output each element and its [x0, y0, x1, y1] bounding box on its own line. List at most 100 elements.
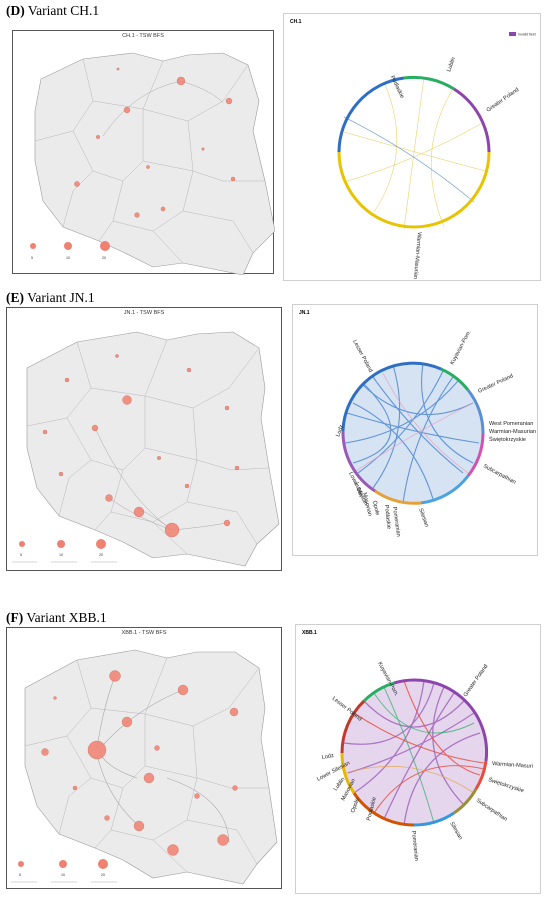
chord-label: West Pomeranian — [489, 421, 533, 427]
bubble — [229, 707, 239, 717]
chord-label: Lesser Poland — [351, 339, 373, 373]
bubble — [230, 176, 236, 182]
map-panel-jn1: JN.1 - TSW BFS — [6, 307, 282, 571]
size-legend: 5 10 20 — [11, 859, 117, 883]
bubble — [223, 519, 231, 527]
legend-value-2: 10 — [66, 256, 70, 260]
bubble — [105, 494, 113, 502]
chord-label: Subcarpathian — [482, 463, 517, 485]
legend-value-2: 10 — [61, 873, 65, 877]
bubble — [177, 684, 189, 696]
legend-value-1: 5 — [20, 553, 22, 557]
bubble — [96, 135, 100, 139]
chord-label: Masovian — [361, 492, 373, 517]
chord-label: Warmian-Masuri — [492, 761, 533, 770]
chord-label: Silesian — [448, 821, 463, 841]
chord-diagram-xbb1: Greater Poland Warmian-Masuri Świętokrzy… — [316, 661, 533, 862]
legend-value-1: 5 — [19, 873, 21, 877]
chord-title-xbb1: XBB.1 — [302, 630, 317, 636]
chord-label: Greater Poland — [486, 87, 521, 114]
section-f-letter: (F) — [6, 610, 24, 625]
map-title-xbb1: XBB.1 - TSW BFS — [121, 630, 167, 636]
bubble — [64, 377, 70, 383]
legend-value-1: 5 — [31, 256, 33, 260]
bubble — [225, 97, 233, 105]
chord-label: Opole — [371, 500, 380, 516]
chord-label: Subcarpathian — [475, 798, 508, 823]
bubble — [115, 354, 119, 358]
size-legend: 5 10 20 — [30, 241, 110, 260]
bubble — [116, 67, 120, 71]
legend-swatch — [509, 32, 516, 36]
bubble — [91, 424, 99, 432]
bubble — [134, 212, 140, 218]
chord-diagram-ch1: Invalid field Podlaskie Lublin Greater P… — [337, 32, 536, 279]
chord-label: Opole — [350, 798, 361, 814]
bubble — [176, 76, 186, 86]
bubble — [184, 483, 190, 489]
chord-label: Warmian-Masurian — [412, 232, 422, 279]
map-panel-ch1: CH.1 - TSW BFS — [12, 30, 275, 275]
chord-label: Lodz — [321, 753, 334, 761]
bubble — [72, 785, 78, 791]
bubble — [194, 793, 200, 799]
poland-map-xbb1: 5 10 20 — [11, 649, 278, 885]
legend-value-2: 10 — [59, 553, 63, 557]
chord-label: Greater Poland — [463, 664, 490, 699]
chord-label: Świętokrzyskie — [487, 775, 525, 794]
bubble — [157, 456, 161, 460]
bubble — [143, 772, 155, 784]
map-title-ch1: CH.1 - TSW BFS — [122, 33, 164, 39]
section-f-label: (F) Variant XBB.1 — [6, 610, 107, 626]
section-d-title: Variant CH.1 — [27, 3, 100, 18]
bubble — [146, 165, 150, 169]
chord-legend-label: Invalid field — [518, 33, 536, 37]
legend-value-3: 20 — [101, 873, 105, 877]
legend-value-3: 20 — [99, 553, 103, 557]
bubble — [133, 820, 145, 832]
chord-label: Greater Poland — [477, 373, 514, 394]
poland-outline — [34, 52, 275, 275]
bubble — [58, 471, 64, 477]
bubble — [201, 147, 205, 151]
section-e-title: Variant JN.1 — [27, 290, 95, 305]
bubble — [186, 367, 192, 373]
map-title-jn1: JN.1 - TSW BFS — [123, 310, 165, 316]
chord-label: Lodz — [335, 424, 345, 438]
chord-panel-xbb1: XBB.1 — [295, 624, 541, 894]
chord-label: Podlaskie — [383, 505, 392, 530]
bubble — [224, 405, 230, 411]
bubble — [123, 106, 131, 114]
section-e-label: (E) Variant JN.1 — [6, 290, 95, 306]
poland-map-ch1: 5 10 20 — [30, 52, 275, 275]
chord-label: Lublin — [353, 482, 363, 498]
bubble — [121, 716, 133, 728]
bubble — [109, 670, 121, 682]
chord-label: Pomeranian — [410, 831, 419, 862]
bubble — [74, 181, 80, 187]
bubble — [234, 465, 240, 471]
poland-outline — [26, 331, 280, 567]
chord-label: Warmian-Masurian — [489, 429, 536, 435]
bubble — [42, 429, 48, 435]
bubble — [87, 740, 107, 760]
bubble — [53, 696, 57, 700]
legend-value-3: 20 — [102, 256, 106, 260]
size-legend: 5 10 20 — [12, 539, 117, 563]
bubble — [122, 395, 132, 405]
chord-label: Świętokrzyskie — [489, 435, 526, 443]
chord-title-jn1: JN.1 — [299, 310, 310, 316]
bubble — [167, 844, 179, 856]
bubble — [217, 834, 229, 846]
poland-map-jn1: 5 10 20 — [12, 331, 280, 567]
chord-label: Podlaskie — [366, 796, 378, 821]
chord-panel-ch1: CH.1 Invalid field Podlaskie Lublin Grea… — [283, 13, 541, 281]
bubble — [104, 815, 110, 821]
bubble — [160, 206, 166, 212]
chord-label: Kuyavian-Pom. — [449, 329, 472, 366]
chord-panel-jn1: JN.1 — [292, 304, 538, 556]
bubble — [154, 745, 160, 751]
chord-label: Pomeranian — [391, 506, 401, 537]
bubble — [41, 748, 49, 756]
poland-outline — [24, 649, 278, 885]
